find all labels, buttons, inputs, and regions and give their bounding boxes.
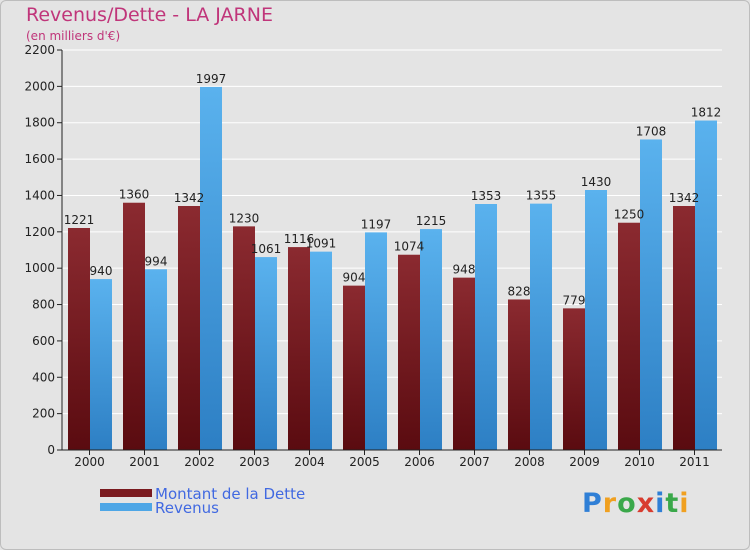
bar-revenus [255,257,277,450]
value-label-dette: 1360 [119,188,150,202]
y-tick-label: 800 [32,298,55,312]
bar-revenus [530,203,552,450]
value-label-revenus: 1215 [416,214,447,228]
value-label-revenus: 994 [145,254,168,268]
value-label-dette: 1250 [614,208,645,222]
x-tick-label: 2001 [129,455,160,469]
bar-revenus [310,251,332,450]
value-label-dette: 1230 [229,211,260,225]
bar-revenus [640,139,662,451]
bar-dette [343,285,365,450]
y-tick-label: 2000 [24,79,55,93]
logo-letter: i [655,488,666,519]
value-label-revenus: 1812 [691,106,722,120]
y-tick-label: 600 [32,334,55,348]
bar-dette [453,277,475,450]
x-tick-label: 2005 [349,455,380,469]
y-tick-label: 0 [47,443,55,457]
bar-revenus [90,279,112,450]
logo-letter: o [617,488,637,519]
x-tick-label: 2003 [239,455,270,469]
logo-letter: i [679,488,690,519]
value-label-dette: 1074 [394,240,425,254]
value-label-dette: 828 [508,284,531,298]
y-tick-label: 1600 [24,152,55,166]
value-label-dette: 1116 [284,232,315,246]
y-axis: 0 200 400 600 800 1000 1200 1400 1600 1800 2000 220… [24,43,63,457]
legend-swatch-dette [100,489,152,497]
value-label-revenus: 1061 [251,242,282,256]
logo-letter: r [602,488,618,519]
value-label-revenus: 1353 [471,189,502,203]
x-tick-label: 2008 [514,455,545,469]
value-label-revenus: 1091 [306,237,337,251]
y-tick-label: 1000 [24,261,55,275]
value-label-dette: 948 [453,263,476,277]
y-tick-label: 1800 [24,116,55,130]
logo-letter: t [665,488,680,519]
value-label-dette: 1342 [669,191,700,205]
x-tick-label: 2004 [294,455,325,469]
bars [68,86,717,451]
x-axis: 2000 2001 2002 2003 2004 2005 2006 2007 2008 2009… [62,449,722,469]
y-tick-label: 2200 [24,43,55,57]
grid-lines [62,49,722,451]
legend-label-revenus: Revenus [155,499,219,517]
bar-dette [673,206,695,450]
bar-revenus [585,190,607,450]
logo-letter: x [636,488,656,519]
legend-label-dette: Montant de la Dette [155,485,305,503]
x-tick-label: 2007 [459,455,490,469]
bar-revenus [475,204,497,450]
x-tick-label: 2000 [74,455,105,469]
bar-revenus [145,269,167,450]
bar-dette [398,254,420,450]
value-label-dette: 779 [563,293,586,307]
value-label-revenus: 1430 [581,175,612,189]
y-tick-label: 1400 [24,188,55,202]
legend-swatch-revenus [100,503,152,511]
x-tick-label: 2011 [679,455,710,469]
value-label-dette: 1342 [174,191,205,205]
value-label-revenus: 940 [90,264,113,278]
x-tick-label: 2002 [184,455,215,469]
chart-title: Revenus/Dette - LA JARNE [26,4,273,26]
bar-dette [178,206,200,450]
bar-dette [68,228,90,450]
bar-dette [288,247,310,450]
x-tick-label: 2006 [404,455,435,469]
bar-dette [233,226,255,450]
x-tick-label: 2009 [569,455,600,469]
bar-dette [508,299,530,450]
chart-subtitle: (en milliers d'€) [26,29,121,43]
value-label-revenus: 1997 [196,72,227,86]
bar-dette [618,222,640,450]
value-label-dette: 1221 [64,213,95,227]
y-tick-label: 1200 [24,225,55,239]
bar-revenus [695,120,717,450]
value-label-revenus: 1708 [636,124,667,138]
value-label-dette: 904 [343,271,366,285]
bar-revenus [200,86,222,450]
bar-dette [123,202,145,450]
bar-revenus [365,232,387,450]
y-tick-label: 400 [32,370,55,384]
y-tick-label: 200 [32,407,55,421]
proxiti-logo: Proxiti [582,488,690,519]
logo-letter: P [582,488,603,519]
bar-revenus [420,229,442,450]
value-label-revenus: 1355 [526,189,557,203]
value-label-revenus: 1197 [361,217,392,231]
bar-dette [563,308,585,450]
x-tick-label: 2010 [624,455,655,469]
